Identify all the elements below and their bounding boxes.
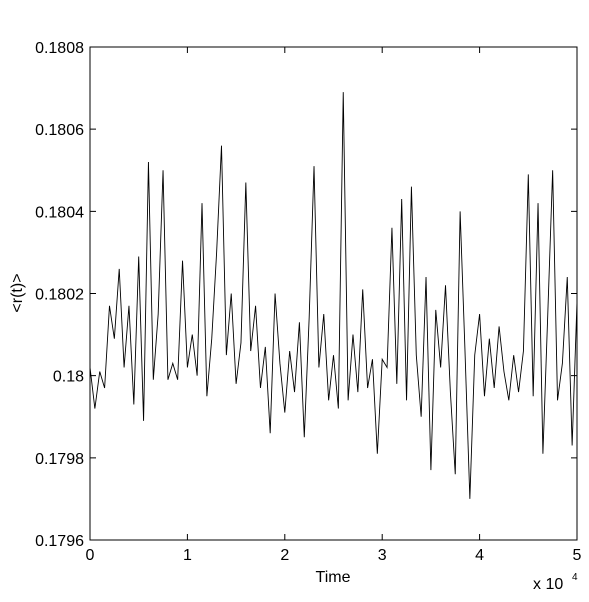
data-line [89,92,578,499]
x-exponent-base: x 10 [533,576,563,593]
x-exponent-power: 4 [572,572,578,583]
y-tick-label: 0.1796 [35,533,84,550]
y-tick-label: 0.1802 [35,287,84,304]
y-tick-label: 0.18 [53,369,84,386]
x-tick-label: 4 [475,547,484,564]
y-tick-label: 0.1806 [35,122,84,139]
y-tick-label: 0.1798 [35,451,84,468]
y-tick-label: 0.1808 [35,40,84,57]
x-axis-label: Time [316,569,351,586]
x-tick-label: 3 [378,547,387,564]
x-tick-label: 2 [280,547,289,564]
x-tick-label: 5 [573,547,582,564]
y-tick-label: 0.1804 [35,204,84,221]
plot-box [89,46,578,541]
x-tick-label: 0 [86,547,95,564]
x-tick-label: 1 [183,547,192,564]
y-axis-label: <r(t)> [9,273,26,312]
